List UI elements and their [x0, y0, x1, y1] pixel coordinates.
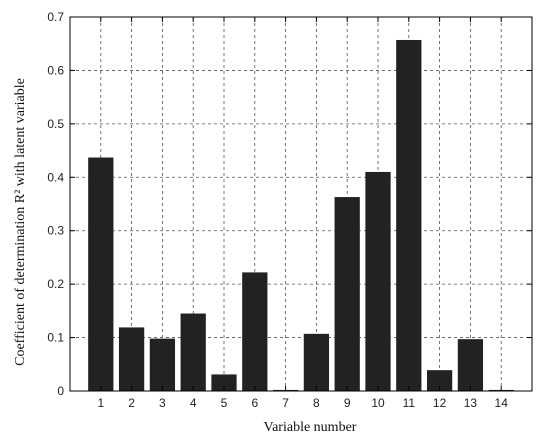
plot-frame [69, 16, 533, 392]
y-tick-label: 0.1 [47, 331, 64, 345]
x-tick-label: 5 [221, 396, 228, 410]
bar-3 [149, 338, 176, 391]
bar-2 [118, 327, 145, 391]
bar-1 [88, 157, 114, 391]
x-tick-labels: 1 2 3 4 5 6 7 8 9 10 11 12 13 14 [97, 396, 508, 410]
bar-10 [365, 171, 391, 391]
x-tick-label: 9 [344, 396, 351, 410]
bar-5 [211, 374, 237, 391]
x-tick-label: 13 [464, 396, 478, 410]
x-tick-label: 10 [371, 396, 385, 410]
x-tick-label: 1 [97, 396, 104, 410]
x-tick-label: 4 [190, 396, 197, 410]
y-tick-label: 0.2 [47, 277, 64, 291]
bar-6 [242, 272, 268, 391]
x-tick-label: 3 [159, 396, 166, 410]
x-tick-label: 7 [282, 396, 289, 410]
x-axis-label: Variable number [264, 420, 357, 435]
y-tick-labels: 0 0.1 0.2 0.3 0.4 0.5 0.6 0.7 [47, 10, 64, 398]
x-tick-label: 12 [433, 396, 447, 410]
y-tick-label: 0.6 [47, 63, 64, 77]
x-tick-label: 14 [495, 396, 509, 410]
bar-11 [396, 39, 422, 392]
bar-9 [334, 197, 360, 391]
x-tick-label: 8 [313, 396, 320, 410]
bar-4 [180, 313, 206, 391]
bar-13 [457, 339, 484, 391]
bars [88, 39, 514, 392]
y-axis-label: Coefficient of determination R² with lat… [13, 78, 28, 366]
axes [69, 16, 533, 392]
y-tick-label: 0 [57, 384, 64, 398]
y-tick-label: 0.4 [47, 170, 64, 184]
bar-8 [303, 333, 330, 391]
x-tick-label: 2 [128, 396, 135, 410]
x-tick-label: 6 [251, 396, 258, 410]
y-tick-label: 0.7 [47, 10, 64, 24]
y-tick-label: 0.5 [47, 117, 64, 131]
bar-12 [426, 370, 453, 391]
y-tick-label: 0.3 [47, 224, 64, 238]
x-tick-label: 11 [403, 396, 416, 410]
